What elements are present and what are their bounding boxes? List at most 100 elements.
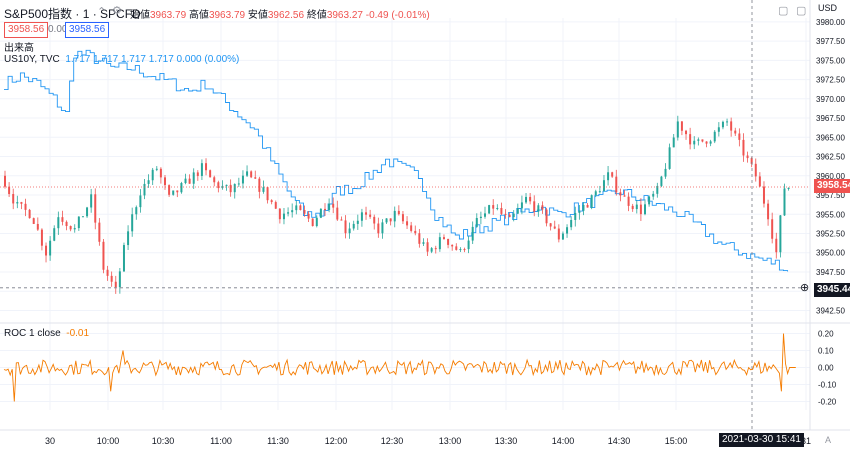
- candle-body: [660, 176, 663, 186]
- candle-body: [742, 139, 745, 156]
- candle-body: [168, 185, 171, 195]
- candle-body: [639, 204, 642, 215]
- candle-body: [233, 184, 236, 193]
- crosshair-price-tag: 3945.44: [814, 283, 850, 297]
- spread-value: 0.00: [48, 24, 68, 35]
- candle-body: [278, 208, 281, 220]
- candle-body: [369, 214, 372, 217]
- candle-body: [709, 141, 712, 144]
- candle-body: [525, 196, 528, 203]
- last-price-tag: 3958.54: [814, 179, 850, 193]
- y-tick-label: 3962.50: [816, 153, 845, 162]
- candle-body: [172, 190, 175, 195]
- candle-body: [520, 202, 523, 209]
- candle-body: [479, 216, 482, 218]
- candle-body: [311, 218, 314, 227]
- ask-button[interactable]: 3958.56: [65, 22, 110, 38]
- candle-body: [619, 192, 622, 196]
- x-tick-label: 12:00: [325, 436, 348, 446]
- candle-body: [319, 208, 322, 218]
- candle-body: [771, 219, 774, 239]
- candle-body: [430, 248, 433, 252]
- x-tick-label: 14:30: [608, 436, 631, 446]
- candle-body: [176, 190, 179, 193]
- candle-body: [746, 155, 749, 159]
- candle-body: [262, 187, 265, 192]
- candle-body: [77, 216, 80, 229]
- candle-body: [635, 204, 638, 210]
- close-pane-icon[interactable]: ▢: [796, 5, 807, 17]
- y-tick-label: 3977.50: [816, 37, 845, 46]
- candle-body: [734, 130, 737, 134]
- candle-body: [352, 223, 355, 229]
- candle-body: [529, 196, 532, 202]
- candle-body: [721, 121, 724, 128]
- candle-body: [438, 237, 441, 250]
- candle-body: [422, 242, 425, 244]
- candle-body: [631, 205, 634, 210]
- candle-body: [426, 242, 429, 252]
- candle-body: [246, 171, 249, 176]
- candle-body: [397, 210, 400, 215]
- candle-body: [65, 221, 68, 227]
- candle-body: [447, 238, 450, 245]
- collapse-icon[interactable]: ⌃: [97, 6, 107, 18]
- candle-body: [336, 207, 339, 220]
- candle-body: [16, 202, 19, 204]
- candle-body: [36, 223, 39, 230]
- candle-body: [574, 212, 577, 220]
- candle-body: [303, 210, 306, 214]
- candle-body: [467, 240, 470, 250]
- candle-body: [20, 202, 23, 204]
- y-tick-label: 3942.50: [816, 306, 845, 315]
- candle-body: [250, 171, 253, 178]
- candle-body: [356, 220, 359, 224]
- maximize-icon[interactable]: ▢: [778, 5, 789, 17]
- candle-body: [180, 183, 183, 193]
- candle-body: [652, 193, 655, 197]
- candle-body: [389, 218, 392, 222]
- candle-body: [434, 248, 437, 250]
- candle-body: [348, 228, 351, 234]
- candle-body: [508, 214, 511, 218]
- candle-body: [689, 134, 692, 145]
- y-tick-label: 3952.50: [816, 229, 845, 238]
- candle-body: [750, 158, 753, 164]
- x-tick-label: 13:00: [439, 436, 462, 446]
- add-alert-icon[interactable]: ⊕: [800, 282, 810, 294]
- roc-legend: ROC 1 close -0.01: [4, 328, 90, 339]
- candle-body: [598, 191, 601, 193]
- ohlc-readout: 始値3963.79 高値3963.79 安値3962.56 終値3963.27 …: [130, 10, 430, 21]
- candle-body: [69, 226, 72, 230]
- candle-body: [110, 275, 113, 282]
- candle-body: [512, 213, 515, 218]
- candle-body: [578, 210, 581, 213]
- candle-body: [627, 196, 630, 206]
- candle-body: [131, 214, 134, 232]
- candle-body: [516, 208, 519, 214]
- candle-body: [118, 271, 121, 288]
- candle-body: [676, 121, 679, 138]
- candle-body: [287, 212, 290, 214]
- candle-body: [685, 130, 688, 135]
- candle-body: [726, 121, 729, 123]
- y-tick-label: 3967.50: [816, 114, 845, 123]
- candle-body: [188, 178, 191, 184]
- candle-body: [594, 191, 597, 196]
- overlay-series-line: [4, 49, 789, 272]
- candle-body: [767, 203, 770, 220]
- auto-scale-icon[interactable]: A: [825, 435, 832, 445]
- symbol-title[interactable]: S&P500指数 · 1 · SPCFD: [4, 7, 141, 21]
- bid-button[interactable]: 3958.56: [4, 22, 49, 38]
- x-tick-label: 11:00: [210, 436, 232, 446]
- candle-body: [656, 185, 659, 194]
- candle-body: [602, 180, 605, 192]
- candle-body: [537, 205, 540, 212]
- candle-body: [668, 147, 671, 169]
- settings-icon[interactable]: ⚙: [112, 5, 122, 17]
- volume-label: 出来高: [4, 43, 34, 54]
- candle-body: [590, 195, 593, 208]
- candle-body: [541, 205, 544, 210]
- overlay-legend: US10Y, TVC 1.717 1.717 1.717 1.717 0.000…: [4, 54, 240, 65]
